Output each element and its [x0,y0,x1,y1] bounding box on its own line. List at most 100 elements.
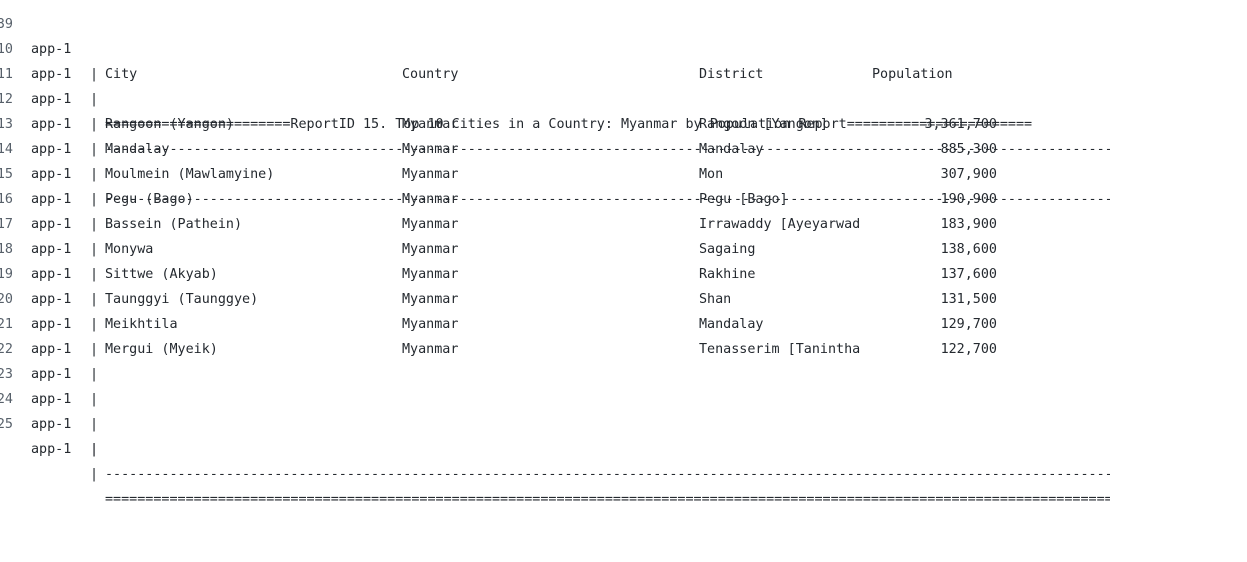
cell-city: Rangoon (Yangon) [105,117,234,132]
service-name: app-1 [31,342,72,357]
separator: | [90,117,99,132]
cell-population: 3,361,700 [924,117,997,132]
line-number: 15 [0,167,13,182]
cell-country: Myanmar [402,117,459,132]
separator: | [90,67,99,82]
line-number: 24 [0,392,13,407]
line-number: 18 [0,242,13,257]
cell-country: Myanmar [402,242,459,257]
table-row: 20 app-1 | Sittwe (Akyab) Myanmar Rakhin… [0,262,1247,357]
service-name: app-1 [31,242,72,257]
cell-country: Myanmar [402,142,459,157]
report-title: =======================ReportID 15. Top … [105,117,1033,132]
header-district: District [699,67,764,82]
cell-city: Meikhtila [105,317,178,332]
cell-district: Tenasserim [Tanintha [699,342,861,357]
line-number: 39 [0,17,13,32]
cell-country: Myanmar [402,192,459,207]
line-number: 22 [0,342,13,357]
cell-country: Myanmar [402,292,459,307]
cell-country: Myanmar [402,342,459,357]
cell-city: Sittwe (Akyab) [105,267,218,282]
separator: | [90,367,99,382]
log-line-bottom: | [0,412,1247,457]
log-output: 39 app-1 | 10 app-1 | ==================… [0,0,1247,507]
separator: | [90,317,99,332]
separator: | [90,267,99,282]
service-name: app-1 [31,367,72,382]
line-number: 19 [0,267,13,282]
separator: | [90,292,99,307]
cell-district: Mon [699,167,724,182]
log-line-rule: 11 app-1 | -----------------------------… [0,37,1247,157]
log-line-rule: 13 app-1 | -----------------------------… [0,87,1247,207]
line-number: 21 [0,317,13,332]
table-row: 23 app-1 | Mergui (Myeik) Myanmar Tenass… [0,337,1247,432]
cell-district: Irrawaddy [Ayeyarwad [699,217,861,232]
cell-population: 131,500 [940,292,997,307]
separator: | [90,217,99,232]
separator: | [90,167,99,182]
header-population: Population [872,67,953,82]
cell-country: Myanmar [402,317,459,332]
cell-population: 183,900 [940,217,997,232]
cell-population: 307,900 [940,167,997,182]
log-line-top: 39 app-1 | [0,0,1247,82]
line-number: 13 [0,117,13,132]
table-row: 17 app-1 | Pegu (Bago) Myanmar Pegu [Bag… [0,187,1247,282]
service-name: app-1 [31,292,72,307]
dash-rule: ----------------------------------------… [105,142,1110,157]
log-line-rule: 24 app-1 | -----------------------------… [0,362,1247,482]
cell-population: 885,300 [940,142,997,157]
cell-city: Pegu (Bago) [105,192,194,207]
cell-population: 129,700 [940,317,997,332]
line-number: 10 [0,42,13,57]
service-name: app-1 [31,217,72,232]
table-row: 22 app-1 | Meikhtila Myanmar Mandalay 12… [0,312,1247,407]
cell-population: 138,600 [940,242,997,257]
cell-city: Monywa [105,242,154,257]
header-city: City [105,67,138,82]
cell-city: Mandalay [105,142,170,157]
cell-city: Mergui (Myeik) [105,342,218,357]
cell-country: Myanmar [402,217,459,232]
cell-city: Bassein (Pathein) [105,217,243,232]
service-name: app-1 [31,317,72,332]
service-name: app-1 [31,67,72,82]
log-line-rule: 25 app-1 | =============================… [0,387,1247,507]
separator: | [90,142,99,157]
service-name: app-1 [31,167,72,182]
separator: | [90,392,99,407]
separator: | [90,342,99,357]
service-name: app-1 [31,92,72,107]
equals-rule: ========================================… [105,492,1110,507]
cell-city: Moulmein (Mawlamyine) [105,167,275,182]
table-row: 15 app-1 | Mandalay Myanmar Mandalay 885… [0,137,1247,232]
line-number: 14 [0,142,13,157]
log-line-title: 10 app-1 | =======================Report… [0,12,1247,132]
cell-population: 137,600 [940,267,997,282]
service-name: app-1 [31,267,72,282]
cell-country: Myanmar [402,267,459,282]
separator: | [90,442,99,457]
line-number: 17 [0,217,13,232]
line-number: 12 [0,92,13,107]
cell-population: 122,700 [940,342,997,357]
terminal-log-view: { "service": "app-1", "separator": "|", … [0,17,1110,507]
table-row: 21 app-1 | Taunggyi (Taunggye) Myanmar S… [0,287,1247,382]
line-number: 11 [0,67,13,82]
dash-rule: ----------------------------------------… [105,192,1110,207]
cell-population: 190,900 [940,192,997,207]
service-name: app-1 [31,42,72,57]
dash-rule: ----------------------------------------… [105,467,1110,482]
line-number: 23 [0,367,13,382]
cell-country: Myanmar [402,167,459,182]
cell-district: Mandalay [699,317,764,332]
header-country: Country [402,67,459,82]
service-name: app-1 [31,142,72,157]
cell-district: Sagaing [699,242,756,257]
service-name: app-1 [31,392,72,407]
log-line-header: 12 app-1 | City Country District Populat… [0,62,1247,157]
cell-district: Pegu [Bago] [699,192,788,207]
service-name: app-1 [31,117,72,132]
